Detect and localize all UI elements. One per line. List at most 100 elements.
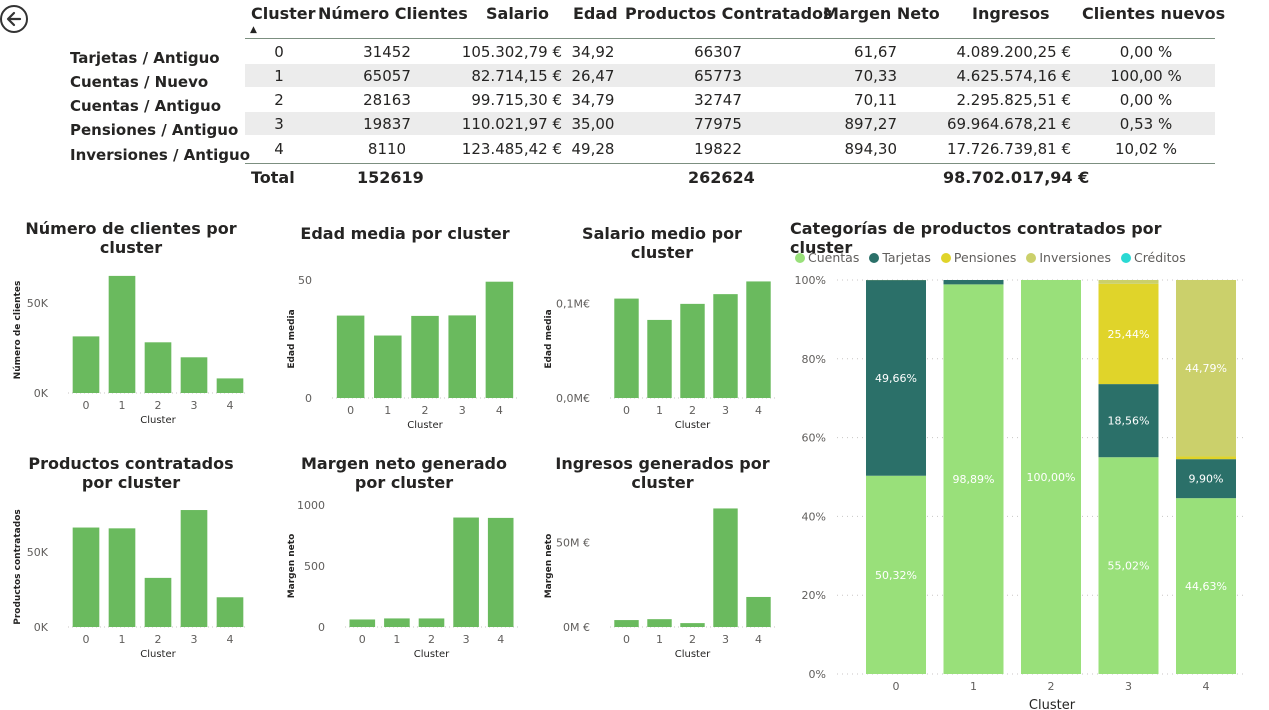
segment-tarjetas-cluster-3[interactable]: [1098, 384, 1159, 458]
y-tick-label: 500: [304, 560, 325, 573]
bar-cluster-1[interactable]: [374, 335, 402, 398]
segment-inversiones-cluster-3[interactable]: [1098, 280, 1159, 284]
bar-cluster-4[interactable]: [216, 597, 244, 627]
data-label: 50,32%: [875, 569, 917, 582]
segment-cuentas-cluster-0[interactable]: [866, 475, 926, 674]
cell-ingresos: 2.295.825,51 €: [956, 91, 1071, 109]
bar-cluster-3[interactable]: [448, 315, 476, 398]
segment-tarjetas-cluster-0[interactable]: [866, 280, 926, 476]
segment-pensiones-cluster-3[interactable]: [1098, 283, 1159, 385]
col-header-clientes-nuevos[interactable]: Clientes nuevos: [1082, 4, 1226, 23]
bar-cluster-1[interactable]: [108, 528, 136, 627]
y-tick-label: 0: [305, 392, 312, 405]
bar-cluster-2[interactable]: [144, 342, 172, 393]
bar-cluster-3[interactable]: [180, 357, 208, 393]
x-tick-label: 2: [155, 633, 162, 646]
data-label: 18,56%: [1108, 415, 1150, 428]
header-divider: [245, 38, 1215, 39]
segment-cuentas-cluster-3[interactable]: [1098, 457, 1159, 674]
y-axis-title: Número de clientes: [13, 281, 23, 380]
bar-cluster-3[interactable]: [180, 510, 208, 627]
cell-ingresos: 4.625.574,16 €: [956, 67, 1071, 85]
bar-cluster-4[interactable]: [485, 281, 514, 398]
segment-tarjetas-cluster-1[interactable]: [943, 280, 1004, 285]
cell-clientes: 28163: [363, 91, 411, 109]
bar-cluster-2[interactable]: [680, 303, 705, 398]
legend-item-cuentas[interactable]: Cuentas: [795, 250, 859, 265]
cell-salario: 82.714,15 €: [471, 67, 562, 85]
bar-cluster-3[interactable]: [453, 517, 479, 627]
col-header-salario[interactable]: Salario: [486, 4, 549, 23]
legend-item-creditos[interactable]: Créditos: [1120, 250, 1186, 265]
segment-cuentas-cluster-4[interactable]: [1176, 498, 1236, 674]
col-header-edad[interactable]: Edad: [573, 4, 618, 23]
bar-cluster-0[interactable]: [614, 620, 639, 627]
y-tick-label: 0K: [34, 621, 49, 634]
segment-cuentas-cluster-2[interactable]: [1021, 280, 1081, 674]
bar-cluster-0[interactable]: [72, 336, 100, 393]
total-divider: [245, 163, 1215, 164]
col-header-productos[interactable]: Productos Contratados: [625, 4, 833, 23]
row-label: Inversiones / Antiguo: [70, 146, 251, 164]
cell-clientes: 65057: [363, 67, 411, 85]
segment-pensiones-cluster-4[interactable]: [1176, 456, 1236, 460]
chart-productos[interactable]: 0K 50K 0 1 2 3 4 Cluster Productos contratados: [0, 495, 260, 670]
col-header-ingresos[interactable]: Ingresos: [972, 4, 1050, 23]
back-arrow-icon[interactable]: [0, 4, 30, 34]
col-header-cluster[interactable]: Cluster: [251, 4, 316, 23]
col-header-margen[interactable]: Margen Neto: [823, 4, 940, 23]
y-tick-label: 20%: [802, 589, 826, 602]
bar-cluster-2[interactable]: [411, 315, 439, 398]
row-label: Cuentas / Nuevo: [70, 73, 209, 91]
x-tick-label: 2: [689, 404, 696, 417]
bar-cluster-2[interactable]: [418, 618, 445, 627]
bar-cluster-1[interactable]: [647, 319, 672, 398]
segment-tarjetas-cluster-4[interactable]: [1176, 459, 1236, 499]
y-axis-title: Edad media: [544, 309, 554, 368]
cell-salario: 123.485,42 €: [461, 140, 562, 158]
bar-cluster-4[interactable]: [746, 281, 771, 398]
bar-cluster-4[interactable]: [487, 517, 514, 627]
legend-item-inversiones[interactable]: Inversiones: [1026, 250, 1111, 265]
sort-ascending-icon[interactable]: ▲: [250, 25, 257, 35]
bar-cluster-0[interactable]: [72, 527, 100, 627]
legend-item-tarjetas[interactable]: Tarjetas: [869, 250, 931, 265]
x-tick-label: 0: [83, 633, 90, 646]
legend-item-pensiones[interactable]: Pensiones: [940, 250, 1016, 265]
chart-margen[interactable]: 0 500 1000 0 1 2 3 4 Cluster Margen neto: [280, 495, 520, 670]
cell-productos: 66307: [694, 43, 742, 61]
bar-cluster-3[interactable]: [713, 294, 738, 398]
y-tick-label: 1000: [297, 499, 325, 512]
bar-cluster-0[interactable]: [614, 298, 639, 398]
chart-ingresos[interactable]: 0M € 50M € 0 1 2 3 4 Cluster Margen neto: [535, 495, 785, 670]
legend-dot-icon: [869, 253, 880, 263]
cell-margen: 70,11: [854, 91, 897, 109]
bar-cluster-0[interactable]: [349, 619, 376, 627]
x-tick-label: 1: [393, 633, 400, 646]
data-label: 100,00%: [1027, 471, 1076, 484]
x-tick-label: 3: [191, 399, 198, 412]
row-label: Cuentas / Antiguo: [70, 97, 222, 115]
bar-cluster-4[interactable]: [746, 596, 771, 627]
y-tick-label: 50K: [27, 546, 49, 559]
chart-salario[interactable]: 0,0M€ 0,1M€ 0 1 2 3 4 Cluster Edad media: [535, 250, 785, 440]
cell-clientes: 8110: [367, 140, 407, 158]
bar-cluster-2[interactable]: [680, 623, 705, 627]
x-tick-label: 1: [970, 680, 977, 693]
y-tick-label: 60%: [802, 432, 826, 445]
bar-cluster-4[interactable]: [216, 378, 244, 393]
bar-cluster-0[interactable]: [336, 315, 365, 398]
chart-clientes[interactable]: 0K 50K 0 1 2 3 4 Cluster Número de clientes: [0, 245, 260, 435]
x-tick-label: 1: [119, 399, 126, 412]
chart-edad[interactable]: 0 50 0 1 2 3 4 Cluster Edad media: [280, 250, 520, 440]
x-tick-label: 4: [227, 399, 234, 412]
bar-cluster-3[interactable]: [713, 508, 738, 627]
segment-cuentas-cluster-1[interactable]: [943, 284, 1004, 674]
bar-cluster-1[interactable]: [108, 275, 136, 393]
chart-categorias[interactable]: 0% 20% 40% 60% 80% 100% 0 1 2 3 4 50,32% 49,66% 98,89…: [790, 268, 1265, 710]
bar-cluster-1[interactable]: [384, 618, 410, 627]
segment-inversiones-cluster-4[interactable]: [1176, 280, 1236, 457]
bar-cluster-2[interactable]: [144, 577, 172, 627]
col-header-clientes[interactable]: Número Clientes: [318, 4, 468, 23]
bar-cluster-1[interactable]: [647, 619, 672, 627]
